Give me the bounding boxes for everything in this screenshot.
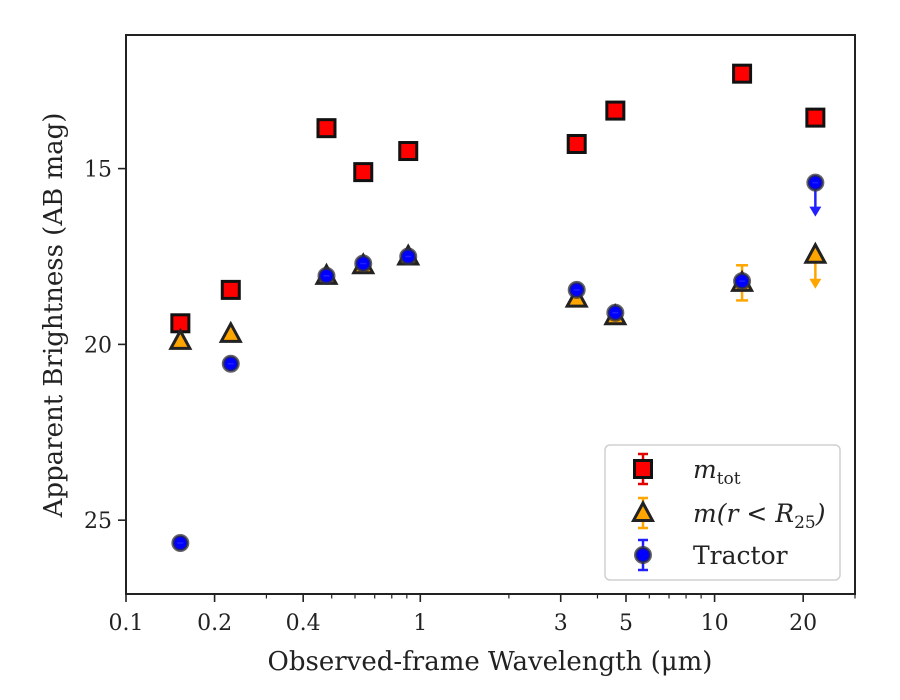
data-point-m_tot (398, 141, 419, 162)
legend-marker-tractor (634, 546, 652, 564)
x-tick-label: 20 (789, 611, 817, 636)
legend-box (604, 444, 841, 581)
upper-limit-arrow-head (809, 278, 822, 289)
legend-label-tractor: Tractor (693, 541, 788, 570)
x-tick-label: 1 (413, 611, 427, 636)
data-point-m_tot (805, 107, 826, 128)
series-m_tot (170, 63, 826, 334)
y-tick-label: 25 (84, 509, 112, 534)
axes-layer: 0.1 0.2 0.4 1 3 5 10 20 15 20 25 (84, 34, 856, 636)
x-tick-label: 5 (619, 611, 633, 636)
x-axis-label: Observed-frame Wavelength (μm) (268, 647, 713, 677)
y-tick-label: 20 (84, 333, 112, 358)
x-tick-label: 3 (554, 611, 568, 636)
y-axis-label: Apparent Brightness (AB mag) (39, 113, 69, 519)
data-point-m_tot (732, 63, 753, 84)
legend-label-m_r25: m(r < R25) (693, 499, 825, 533)
data-point-m_r25 (218, 320, 243, 343)
data-point-m_tot (566, 133, 587, 154)
data-layer (168, 63, 828, 553)
legend-marker-m_r25 (630, 499, 656, 522)
x-tick-label: 10 (701, 611, 729, 636)
data-point-m_tot (316, 118, 337, 139)
legend-label-m_tot: mtot (693, 455, 741, 489)
data-point-m_tot (605, 100, 626, 121)
plot-frame (125, 34, 856, 595)
legend: mtot m(r < R25) Tractor (604, 444, 841, 581)
legend-marker-m_tot (633, 459, 653, 479)
upper-limit-arrow-head (809, 206, 822, 217)
series-tractor (171, 173, 825, 553)
data-point-m_r25 (168, 327, 193, 350)
x-tick-label: 0.4 (286, 611, 321, 636)
x-tick-label: 0.2 (197, 611, 232, 636)
y-tick-label: 15 (84, 158, 112, 183)
series-m_r25 (168, 241, 828, 350)
data-point-m_tot (220, 279, 241, 300)
data-point-m_tot (353, 162, 374, 183)
x-tick-label: 0.1 (109, 611, 144, 636)
data-point-m_r25 (803, 241, 828, 264)
